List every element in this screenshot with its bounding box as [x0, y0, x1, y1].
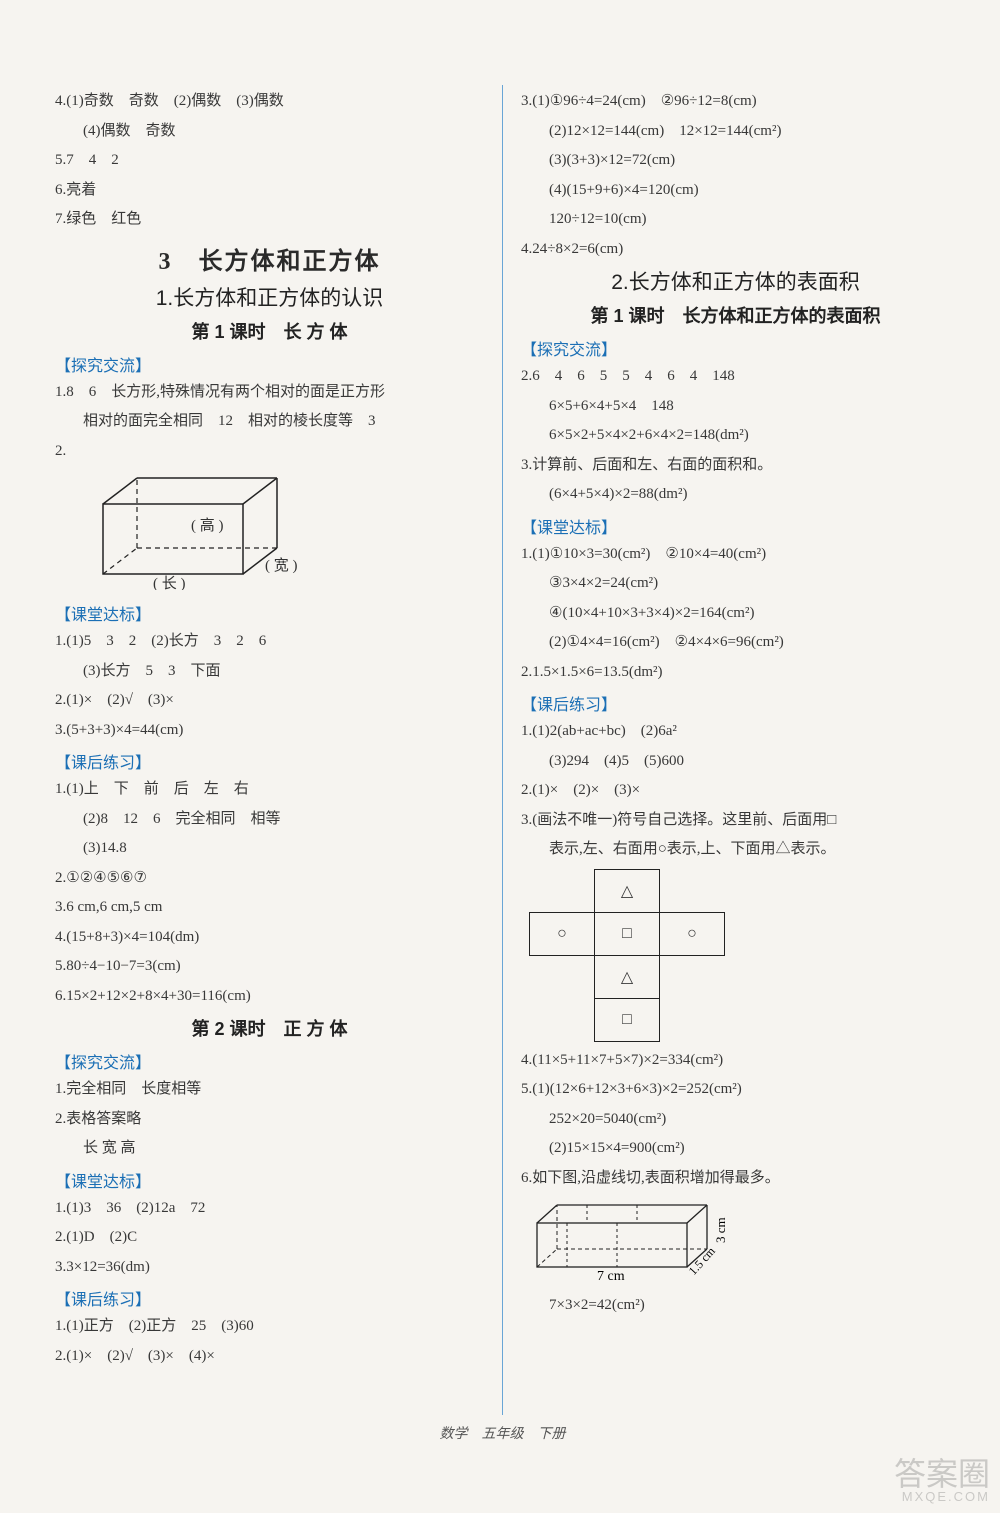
- text-line: 表示,左、右面用○表示,上、下面用△表示。: [521, 837, 950, 863]
- column-divider: [502, 85, 503, 1415]
- text-line: 7×3×2=42(cm²): [521, 1293, 950, 1319]
- watermark-sub: MXQE.COM: [894, 1490, 990, 1503]
- net-cell: □: [595, 912, 660, 955]
- text-line: 1.(1)①10×3=30(cm²) ②10×4=40(cm²): [521, 542, 950, 568]
- text-line: 3.(1)①96÷4=24(cm) ②96÷12=8(cm): [521, 89, 950, 115]
- text-line: (4)偶数 奇数: [55, 119, 484, 145]
- section-title: 2.长方体和正方体的表面积: [521, 266, 950, 296]
- text-line: 3.3×12=36(dm): [55, 1255, 484, 1281]
- text-line: (3)(3+3)×12=72(cm): [521, 148, 950, 174]
- text-line: 6×5×2+5×4×2+6×4×2=148(dm²): [521, 423, 950, 449]
- text-line: (2)12×12=144(cm) 12×12=144(cm²): [521, 119, 950, 145]
- net-cell: ○: [660, 912, 725, 955]
- text-line: 相对的面完全相同 12 相对的棱长度等 3: [55, 409, 484, 435]
- bracket-heading: 【探究交流】: [55, 352, 484, 376]
- text-line: 2.1.5×1.5×6=13.5(dm²): [521, 660, 950, 686]
- text-line: 3.(5+3+3)×4=44(cm): [55, 718, 484, 744]
- text-line: ③3×4×2=24(cm²): [521, 571, 950, 597]
- cuboid-figure: ( 高 ) ( 宽 ) ( 长 ): [83, 470, 484, 595]
- net-cell: □: [595, 998, 660, 1041]
- text-line: ④(10×4+10×3+3×4)×2=164(cm²): [521, 601, 950, 627]
- text-line: 5.(1)(12×6+12×3+6×3)×2=252(cm²): [521, 1077, 950, 1103]
- page: 4.(1)奇数 奇数 (2)偶数 (3)偶数 (4)偶数 奇数 5.7 4 2 …: [0, 0, 1000, 1513]
- lesson-title: 第 1 课时 长方体和正方体的表面积: [521, 302, 950, 328]
- text-line: 2.(1)D (2)C: [55, 1225, 484, 1251]
- net-cell: △: [595, 955, 660, 998]
- label-length: ( 长 ): [153, 575, 186, 590]
- left-column: 4.(1)奇数 奇数 (2)偶数 (3)偶数 (4)偶数 奇数 5.7 4 2 …: [55, 85, 500, 1415]
- lesson-title: 第 2 课时 正 方 体: [55, 1015, 484, 1041]
- text-line: (2)①4×4=16(cm²) ②4×4×6=96(cm²): [521, 630, 950, 656]
- text-line: 2.(1)× (2)√ (3)×: [55, 688, 484, 714]
- text-line: 3.计算前、后面和左、右面的面积和。: [521, 453, 950, 479]
- text-line: 4.24÷8×2=6(cm): [521, 237, 950, 263]
- net-cell: △: [595, 869, 660, 912]
- text-line: 6.亮着: [55, 178, 484, 204]
- dim-length: 7 cm: [597, 1269, 625, 1282]
- text-line: 2.表格答案略: [55, 1107, 484, 1133]
- text-line: 1.(1)2(ab+ac+bc) (2)6a²: [521, 719, 950, 745]
- text-line: 6×5+6×4+5×4 148: [521, 394, 950, 420]
- section-title: 1.长方体和正方体的认识: [55, 282, 484, 312]
- columns: 4.(1)奇数 奇数 (2)偶数 (3)偶数 (4)偶数 奇数 5.7 4 2 …: [55, 85, 950, 1415]
- label-width: ( 宽 ): [265, 557, 298, 574]
- text-line: 1.(1)正方 (2)正方 25 (3)60: [55, 1314, 484, 1340]
- text-line: 1.(1)5 3 2 (2)长方 3 2 6: [55, 629, 484, 655]
- text-line: (6×4+5×4)×2=88(dm²): [521, 482, 950, 508]
- text-line: 1.(1)3 36 (2)12a 72: [55, 1196, 484, 1222]
- bracket-heading: 【课后练习】: [55, 749, 484, 773]
- text-line: (2)8 12 6 完全相同 相等: [55, 807, 484, 833]
- text-line: 2.6 4 6 5 5 4 6 4 148: [521, 364, 950, 390]
- text-line: 6.如下图,沿虚线切,表面积增加得最多。: [521, 1166, 950, 1192]
- bracket-heading: 【课堂达标】: [55, 601, 484, 625]
- page-footer: 数学 五年级 下册: [55, 1423, 950, 1443]
- cut-cuboid-figure: 7 cm 1.5 cm 3 cm: [527, 1197, 950, 1287]
- right-column: 3.(1)①96÷4=24(cm) ②96÷12=8(cm) (2)12×12=…: [505, 85, 950, 1415]
- bracket-heading: 【探究交流】: [521, 336, 950, 360]
- text-line: (3)长方 5 3 下面: [55, 659, 484, 685]
- text-line: 7.绿色 红色: [55, 207, 484, 233]
- text-line: 4.(11×5+11×7+5×7)×2=334(cm²): [521, 1048, 950, 1074]
- text-line: 1.(1)上 下 前 后 左 右: [55, 777, 484, 803]
- text-line: 3.(画法不唯一)符号自己选择。这里前、后面用□: [521, 808, 950, 834]
- text-line: 2.(1)× (2)√ (3)× (4)×: [55, 1344, 484, 1370]
- text-line: (3)14.8: [55, 836, 484, 862]
- text-line: (3)294 (4)5 (5)600: [521, 749, 950, 775]
- lesson-title: 第 1 课时 长 方 体: [55, 318, 484, 344]
- watermark: 答案圈 MXQE.COM: [894, 1458, 990, 1503]
- net-cell: ○: [530, 912, 595, 955]
- text-line: 2.(1)× (2)× (3)×: [521, 778, 950, 804]
- text-line: 4.(15+8+3)×4=104(dm): [55, 925, 484, 951]
- text-line: 4.(1)奇数 奇数 (2)偶数 (3)偶数: [55, 89, 484, 115]
- bracket-heading: 【课后练习】: [55, 1286, 484, 1310]
- text-line: 2.①②④⑤⑥⑦: [55, 866, 484, 892]
- bracket-heading: 【探究交流】: [55, 1049, 484, 1073]
- label-height: ( 高 ): [191, 517, 224, 534]
- text-line: 252×20=5040(cm²): [521, 1107, 950, 1133]
- bracket-heading: 【课堂达标】: [521, 514, 950, 538]
- text-line: 1.完全相同 长度相等: [55, 1077, 484, 1103]
- text-line: 5.7 4 2: [55, 148, 484, 174]
- watermark-main: 答案圈: [894, 1456, 990, 1492]
- net-figure: △ ○ □ ○ △ □: [527, 869, 950, 1042]
- bracket-heading: 【课堂达标】: [55, 1168, 484, 1192]
- text-line: 1.8 6 长方形,特殊情况有两个相对的面是正方形: [55, 380, 484, 406]
- text-line: (2)15×15×4=900(cm²): [521, 1136, 950, 1162]
- text-line: 120÷12=10(cm): [521, 207, 950, 233]
- text-line: 6.15×2+12×2+8×4+30=116(cm): [55, 984, 484, 1010]
- dim-height: 3 cm: [713, 1217, 728, 1243]
- text-line: 2.: [55, 439, 484, 465]
- text-line: 3.6 cm,6 cm,5 cm: [55, 895, 484, 921]
- text-line: 5.80÷4−10−7=3(cm): [55, 954, 484, 980]
- text-line: 长 宽 高: [55, 1136, 484, 1162]
- chapter-title: 3 长方体和正方体: [55, 241, 484, 276]
- text-line: (4)(15+9+6)×4=120(cm): [521, 178, 950, 204]
- bracket-heading: 【课后练习】: [521, 691, 950, 715]
